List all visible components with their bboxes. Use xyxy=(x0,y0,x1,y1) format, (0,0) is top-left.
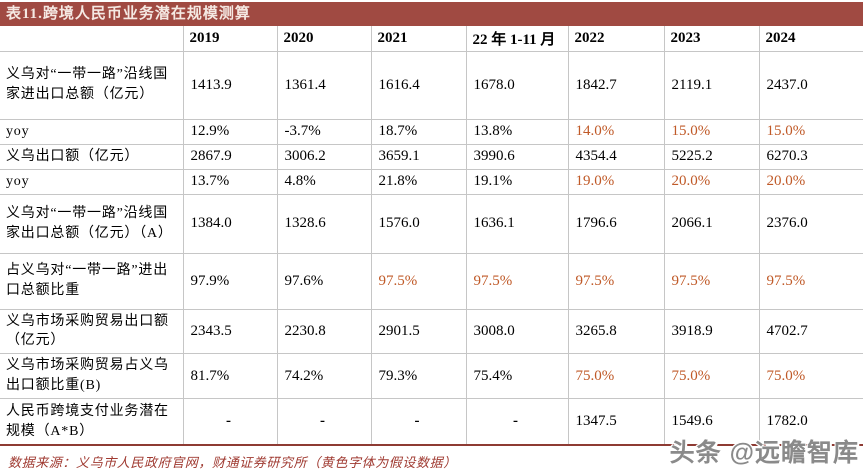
header-cell-2021: 2021 xyxy=(371,26,467,52)
cell: 4.8% xyxy=(277,169,372,195)
header-cell-2020: 2020 xyxy=(277,26,372,52)
cell: 1347.5 xyxy=(568,398,665,446)
table-row-yoy-2: yoy 13.7% 4.8% 21.8% 19.1% 19.0% 20.0% 2… xyxy=(0,169,863,195)
cell: 2066.1 xyxy=(664,194,760,254)
row-label: 义乌市场采购贸易出口额（亿元） xyxy=(0,309,184,355)
cell: 97.5% xyxy=(568,253,665,310)
table-row-yoy-1: yoy 12.9% -3.7% 18.7% 13.8% 14.0% 15.0% … xyxy=(0,119,863,145)
cell: 19.1% xyxy=(466,169,569,195)
cell: 5225.2 xyxy=(664,144,760,170)
cell: 2230.8 xyxy=(277,309,372,355)
cell: 15.0% xyxy=(759,119,863,145)
table-row-share-of-import-export-total: 占义乌对“一带一路”进出口总额比重 97.9% 97.6% 97.5% 97.5… xyxy=(0,253,863,310)
table-row-yiwu-export-total: 义乌出口额（亿元） 2867.9 3006.2 3659.1 3990.6 43… xyxy=(0,144,863,170)
cell: - xyxy=(183,398,278,446)
cell: 3008.0 xyxy=(466,309,569,355)
row-label: yoy xyxy=(0,169,184,195)
header-cell-22y-1-11m: 22 年 1-11 月 xyxy=(466,26,569,52)
cell: 3990.6 xyxy=(466,144,569,170)
cell: 13.8% xyxy=(466,119,569,145)
table-title: 表11.跨境人民币业务潜在规模测算 xyxy=(6,6,251,22)
cell: 1636.1 xyxy=(466,194,569,254)
cell: 2437.0 xyxy=(759,51,863,120)
cell: 2119.1 xyxy=(664,51,760,120)
cell: 12.9% xyxy=(183,119,278,145)
cell: 3006.2 xyxy=(277,144,372,170)
row-label: 义乌市场采购贸易占义乌出口额比重(B) xyxy=(0,353,184,400)
row-label: 人民币跨境支付业务潜在规模（A*B） xyxy=(0,398,184,446)
cell: 13.7% xyxy=(183,169,278,195)
cell: 4354.4 xyxy=(568,144,665,170)
table-title-bar: 表11.跨境人民币业务潜在规模测算 xyxy=(0,2,863,26)
cell: 2867.9 xyxy=(183,144,278,170)
cell: 4702.7 xyxy=(759,309,863,355)
cell: 1616.4 xyxy=(371,51,467,120)
row-label: 义乌对“一带一路”沿线国家进出口总额（亿元） xyxy=(0,51,184,120)
cell: 1782.0 xyxy=(759,398,863,446)
cell: 81.7% xyxy=(183,353,278,400)
cell: 97.5% xyxy=(664,253,760,310)
cell: 75.0% xyxy=(664,353,760,400)
cell: - xyxy=(466,398,569,446)
table-row-yiwu-belt-road-export-total-A: 义乌对“一带一路”沿线国家出口总额（亿元）（A） 1384.0 1328.6 1… xyxy=(0,194,863,254)
table-row-rmb-cross-border-potential-AB: 人民币跨境支付业务潜在规模（A*B） - - - - 1347.5 1549.6… xyxy=(0,398,863,446)
cell: 2901.5 xyxy=(371,309,467,355)
cell: 79.3% xyxy=(371,353,467,400)
cell: -3.7% xyxy=(277,119,372,145)
cell: 14.0% xyxy=(568,119,665,145)
row-label: 义乌出口额（亿元） xyxy=(0,144,184,170)
cell: 1413.9 xyxy=(183,51,278,120)
row-label: yoy xyxy=(0,119,184,145)
header-row: 2019 2020 2021 22 年 1-11 月 2022 2023 202… xyxy=(0,26,863,52)
row-label: 义乌对“一带一路”沿线国家出口总额（亿元）（A） xyxy=(0,194,184,254)
cell: 20.0% xyxy=(664,169,760,195)
cell: 1796.6 xyxy=(568,194,665,254)
cell: 75.4% xyxy=(466,353,569,400)
table-row-yiwu-belt-road-import-export-total: 义乌对“一带一路”沿线国家进出口总额（亿元） 1413.9 1361.4 161… xyxy=(0,51,863,120)
cell: 74.2% xyxy=(277,353,372,400)
cell: 97.5% xyxy=(466,253,569,310)
header-cell-2023: 2023 xyxy=(664,26,760,52)
cell: 1576.0 xyxy=(371,194,467,254)
cell: 3265.8 xyxy=(568,309,665,355)
table-row-market-procurement-share-B: 义乌市场采购贸易占义乌出口额比重(B) 81.7% 74.2% 79.3% 75… xyxy=(0,353,863,400)
cell: 1384.0 xyxy=(183,194,278,254)
header-cell-2024: 2024 xyxy=(759,26,863,52)
cell: 21.8% xyxy=(371,169,467,195)
cell: 75.0% xyxy=(759,353,863,400)
cell: 1842.7 xyxy=(568,51,665,120)
data-table: 2019 2020 2021 22 年 1-11 月 2022 2023 202… xyxy=(0,26,863,446)
cell: 18.7% xyxy=(371,119,467,145)
cell: 97.5% xyxy=(371,253,467,310)
cell: 97.9% xyxy=(183,253,278,310)
cell: 2376.0 xyxy=(759,194,863,254)
cell: 6270.3 xyxy=(759,144,863,170)
table-row-market-procurement-export: 义乌市场采购贸易出口额（亿元） 2343.5 2230.8 2901.5 300… xyxy=(0,309,863,355)
cell: 19.0% xyxy=(568,169,665,195)
cell: 1549.6 xyxy=(664,398,760,446)
cell: 1361.4 xyxy=(277,51,372,120)
cell: - xyxy=(371,398,467,446)
cell: 15.0% xyxy=(664,119,760,145)
cell: 1678.0 xyxy=(466,51,569,120)
cell: 75.0% xyxy=(568,353,665,400)
header-cell-label xyxy=(0,26,184,52)
cell: 2343.5 xyxy=(183,309,278,355)
cell: 97.6% xyxy=(277,253,372,310)
data-source-note: 数据来源：义乌市人民政府官网，财通证券研究所（黄色字体为假设数据） xyxy=(8,454,457,470)
cell: 97.5% xyxy=(759,253,863,310)
cell: 3659.1 xyxy=(371,144,467,170)
row-label: 占义乌对“一带一路”进出口总额比重 xyxy=(0,253,184,310)
header-cell-2022: 2022 xyxy=(568,26,665,52)
header-cell-2019: 2019 xyxy=(183,26,278,52)
cell: 20.0% xyxy=(759,169,863,195)
cell: - xyxy=(277,398,372,446)
cell: 3918.9 xyxy=(664,309,760,355)
cell: 1328.6 xyxy=(277,194,372,254)
watermark: 头条 @远瞻智库 xyxy=(669,439,859,467)
